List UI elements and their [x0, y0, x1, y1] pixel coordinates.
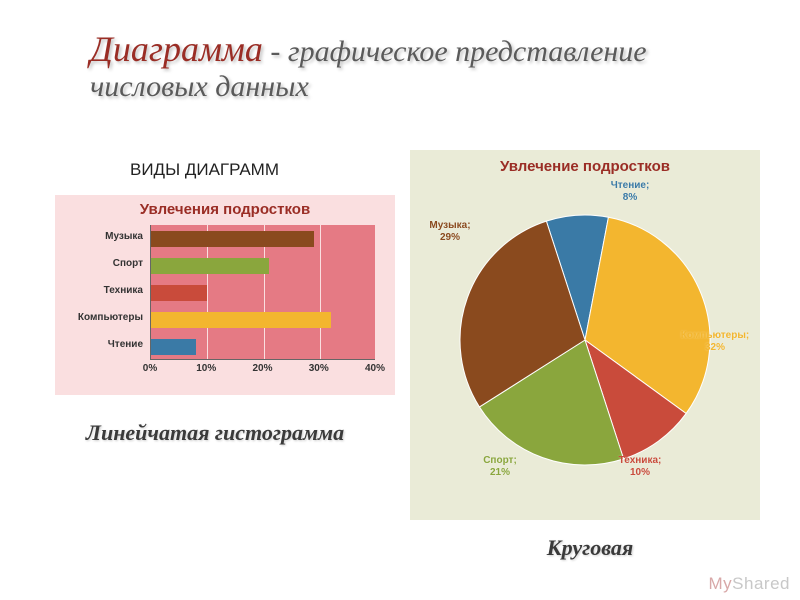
pie-chart-title: Увлечение подростков [410, 150, 760, 175]
bar-grid-line [376, 225, 377, 359]
pie-slice-label: Техника;10% [605, 455, 675, 478]
bar-category-label: Техника [53, 285, 143, 296]
bar-chart-caption: Линейчатая гистограмма [85, 420, 345, 445]
bar-chart-title: Увлечения подростков [55, 195, 395, 218]
bar-x-tick: 30% [309, 363, 329, 374]
bar-grid-line [320, 225, 321, 359]
chart-types-heading: ВИДЫ ДИАГРАММ [130, 160, 279, 180]
bar-segment [151, 258, 269, 274]
bar-segment [151, 231, 314, 247]
bar-category-label: Спорт [53, 258, 143, 269]
page-title: Диаграмма - графическое представление чи… [0, 0, 800, 114]
watermark: MyShared [709, 574, 791, 594]
bar-x-tick: 40% [365, 363, 385, 374]
watermark-part1: My [709, 574, 733, 593]
bar-x-tick: 10% [196, 363, 216, 374]
pie-slice-label: Чтение;8% [595, 180, 665, 203]
bar-segment [151, 339, 196, 355]
bar-segment [151, 312, 331, 328]
bar-category-label: Чтение [53, 339, 143, 350]
bar-category-label: Компьютеры [53, 312, 143, 323]
pie-slice-label: Спорт;21% [465, 455, 535, 478]
pie-slice-label: Музыка;29% [415, 220, 485, 243]
watermark-part2: Shared [732, 574, 790, 593]
pie-chart-caption: Круговая [470, 535, 710, 561]
bar-x-tick: 20% [252, 363, 272, 374]
bar-category-label: Музыка [53, 231, 143, 242]
title-main: Диаграмма [90, 29, 263, 69]
pie-chart: Увлечение подростков Чтение;8% Компьютеры… [410, 150, 760, 520]
pie-chart-svg [455, 210, 715, 470]
bar-chart-plot: МузыкаСпортТехникаКомпьютерыЧтение [150, 225, 375, 360]
bar-x-tick: 0% [143, 363, 157, 374]
pie-slice-label: Компьютеры;32% [680, 330, 750, 353]
bar-segment [151, 285, 207, 301]
bar-chart: Увлечения подростков МузыкаСпортТехникаК… [55, 195, 395, 395]
